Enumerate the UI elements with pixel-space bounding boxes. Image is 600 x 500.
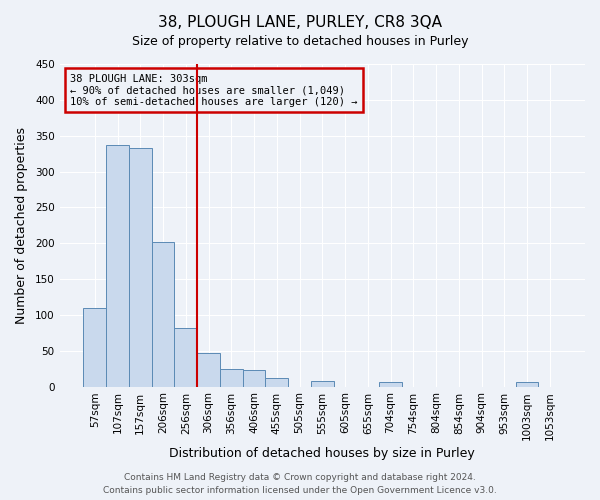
- Bar: [197, 353, 220, 386]
- Text: Contains HM Land Registry data © Crown copyright and database right 2024.
Contai: Contains HM Land Registry data © Crown c…: [103, 474, 497, 495]
- Bar: [220, 368, 242, 386]
- Text: Size of property relative to detached houses in Purley: Size of property relative to detached ho…: [132, 35, 468, 48]
- Bar: [515, 382, 538, 386]
- Bar: [152, 242, 175, 386]
- Bar: [83, 308, 106, 386]
- Bar: [311, 381, 334, 386]
- Y-axis label: Number of detached properties: Number of detached properties: [15, 127, 28, 324]
- Bar: [106, 145, 129, 386]
- Bar: [242, 370, 265, 386]
- Bar: [175, 328, 197, 386]
- X-axis label: Distribution of detached houses by size in Purley: Distribution of detached houses by size …: [169, 447, 475, 460]
- Bar: [265, 378, 288, 386]
- Text: 38 PLOUGH LANE: 303sqm
← 90% of detached houses are smaller (1,049)
10% of semi-: 38 PLOUGH LANE: 303sqm ← 90% of detached…: [70, 74, 358, 107]
- Text: 38, PLOUGH LANE, PURLEY, CR8 3QA: 38, PLOUGH LANE, PURLEY, CR8 3QA: [158, 15, 442, 30]
- Bar: [129, 148, 152, 386]
- Bar: [379, 382, 402, 386]
